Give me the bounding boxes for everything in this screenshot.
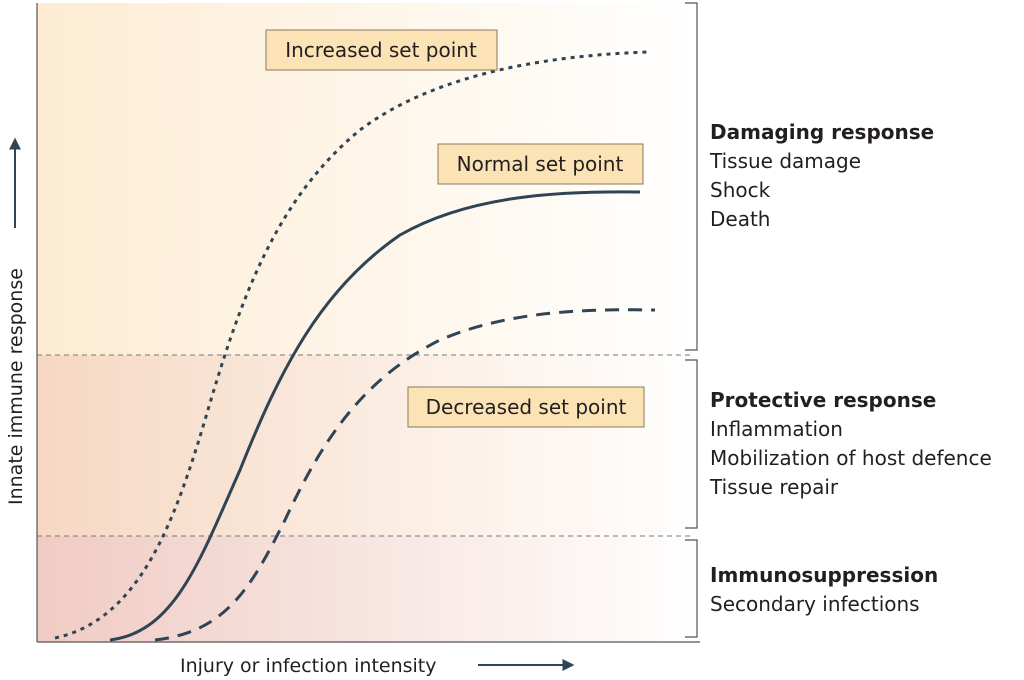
svg-text:Decreased set point: Decreased set point — [426, 395, 627, 419]
curve-decreased-set-point — [154, 308, 656, 642]
zone-title-immunosuppression: Immunosuppression — [710, 563, 939, 587]
zone-item: Death — [710, 207, 771, 231]
label-normal-set-point: Normal set point — [437, 143, 644, 185]
curve-increased-set-point — [54, 50, 649, 640]
label-increased-set-point: Increased set point — [265, 29, 498, 71]
zone-item: Secondary infections — [710, 592, 920, 616]
zone-immunosuppression: Immunosuppression Secondary infections — [710, 561, 938, 619]
y-axis-label: Innate immune response — [5, 268, 27, 505]
bracket-immunosuppression — [685, 539, 698, 638]
zone-damaging-response: Damaging response Tissue damage Shock De… — [710, 118, 934, 234]
bracket-protective-response — [685, 359, 698, 529]
label-decreased-set-point: Decreased set point — [407, 386, 645, 428]
zone-protective-response: Protective response Inflammation Mobiliz… — [710, 386, 992, 502]
svg-text:Increased set point: Increased set point — [285, 38, 477, 62]
zone-item: Shock — [710, 178, 771, 202]
bracket-damaging-response — [685, 2, 698, 351]
zone-item: Tissue repair — [710, 475, 839, 499]
svg-text:Normal set point: Normal set point — [457, 152, 624, 176]
zone-item: Mobilization of host defence — [710, 446, 992, 470]
zone-item: Inflammation — [710, 417, 843, 441]
zone-item: Tissue damage — [710, 149, 862, 173]
zone-protective-background — [37, 355, 700, 536]
curve-normal-set-point — [109, 190, 641, 642]
zone-title-protective: Protective response — [710, 388, 937, 412]
zone-title-damaging: Damaging response — [710, 120, 935, 144]
zone-immunosuppression-background — [37, 536, 700, 642]
x-axis-label: Injury or infection intensity — [180, 655, 437, 677]
